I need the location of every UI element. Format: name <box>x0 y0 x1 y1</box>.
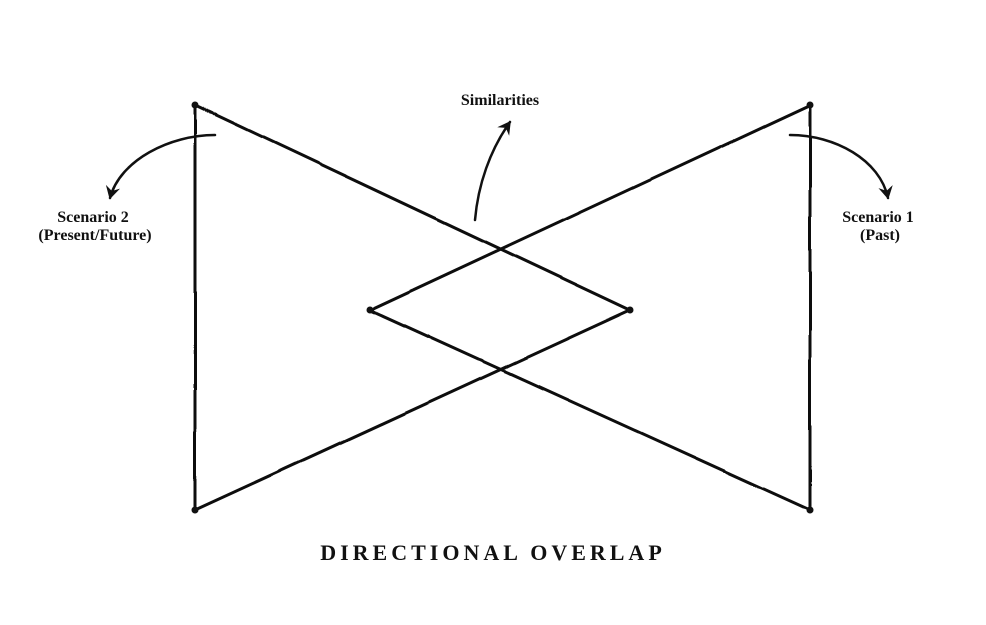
label-similarities: Similarities <box>461 92 539 109</box>
vertex-right-top <box>807 102 814 109</box>
label-scenario-2-line1: Scenario 2 <box>57 209 129 226</box>
right-triangle-edge-top <box>370 105 810 310</box>
left-triangle-edge-top <box>195 105 630 310</box>
right-triangle <box>370 105 810 510</box>
diagram-canvas: Similarities Scenario 2 (Present/Future)… <box>0 0 986 625</box>
label-scenario-2-line2: (Present/Future) <box>38 227 151 244</box>
vertices <box>192 102 814 514</box>
arrow-left <box>110 135 215 198</box>
label-scenario-1-line1: Scenario 1 <box>842 209 914 226</box>
left-triangle-edge-bottom <box>195 310 630 510</box>
arrow-center <box>475 122 510 220</box>
left-triangle <box>195 105 630 510</box>
vertex-right-bottom <box>807 507 814 514</box>
label-scenario-1-line2: (Past) <box>860 227 900 244</box>
diagram-title: DIRECTIONAL OVERLAP <box>320 540 666 565</box>
arrow-right <box>790 135 888 198</box>
label-scenario-1: Scenario 1 (Past) <box>842 209 918 244</box>
label-scenario-2: Scenario 2 (Present/Future) <box>38 209 151 244</box>
vertex-left-top <box>192 102 199 109</box>
vertex-right-apex <box>367 307 374 314</box>
right-triangle-edge-bottom <box>370 310 810 510</box>
vertex-left-apex <box>627 307 634 314</box>
vertex-left-bottom <box>192 507 199 514</box>
